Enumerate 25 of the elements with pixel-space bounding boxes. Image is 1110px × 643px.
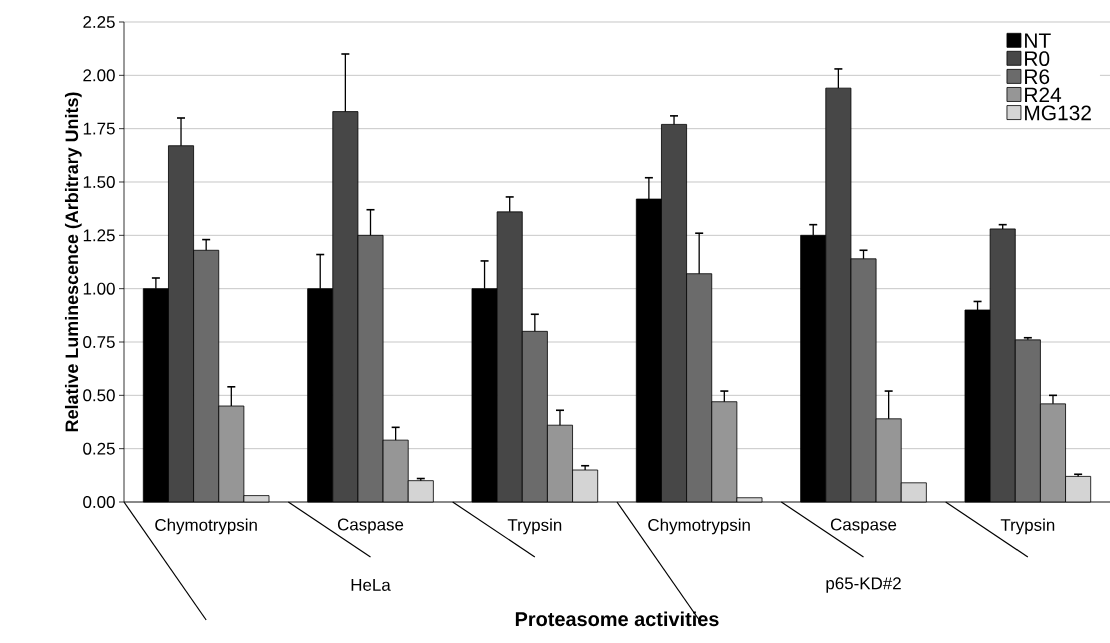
legend-label: R24 bbox=[1025, 87, 1062, 103]
y-tick-label: 0.75 bbox=[83, 336, 115, 348]
x-tick-label: Caspase bbox=[830, 518, 897, 534]
y-tick-label: 2.00 bbox=[83, 69, 115, 82]
x-tick-label: Chymotrypsin bbox=[155, 518, 257, 535]
x-tick-label: Chymotrypsin bbox=[648, 518, 750, 535]
y-axis-title: Relative Luminescence (Arbitrary Units) bbox=[64, 92, 82, 432]
x-tick-label: Caspase bbox=[337, 518, 404, 534]
text: p65-KD#2 bbox=[826, 577, 901, 593]
y-tick-label: 0.25 bbox=[83, 442, 115, 455]
y-tick-label: 2.25 bbox=[83, 16, 115, 28]
y-tick-label: 0.00 bbox=[83, 496, 115, 508]
legend-label: R0 bbox=[1025, 51, 1050, 67]
y-tick-label: 1.25 bbox=[83, 229, 115, 242]
y-tick-label: 0.50 bbox=[83, 389, 115, 402]
y-tick-label: 1.75 bbox=[83, 122, 115, 135]
y-tick-label: 1.00 bbox=[83, 282, 115, 295]
legend-label: R6 bbox=[1025, 69, 1050, 85]
text: HeLa bbox=[351, 579, 391, 591]
x-tick-label: Trypsin bbox=[1000, 518, 1055, 535]
legend-label: NT bbox=[1025, 33, 1051, 48]
y-tick-label: 1.50 bbox=[83, 176, 115, 188]
legend-label: MG132 bbox=[1025, 105, 1091, 121]
x-axis-title: Proteasome activities bbox=[515, 611, 719, 627]
x-tick-label: Trypsin bbox=[507, 518, 562, 535]
